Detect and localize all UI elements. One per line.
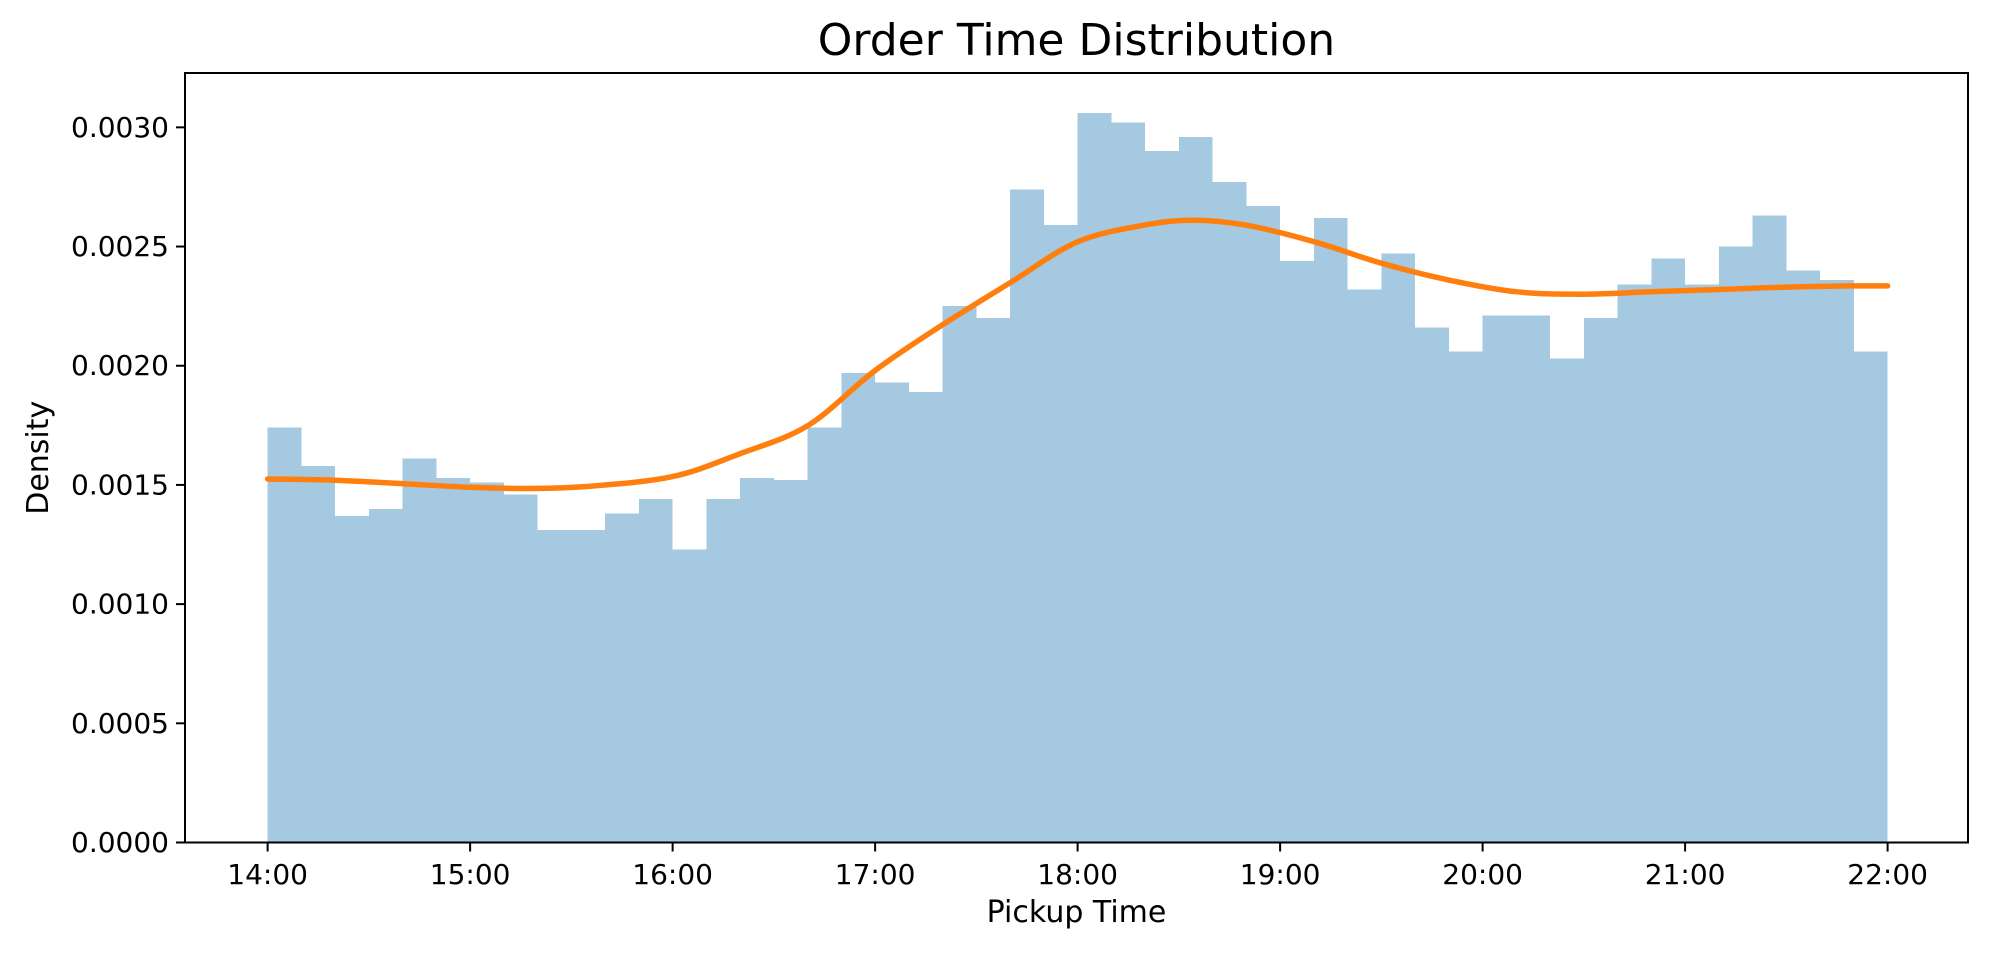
histogram-bar xyxy=(976,318,1011,843)
histogram-bar xyxy=(638,499,673,843)
y-axis: 0.0000 0.0005 0.0010 0.0015 0.0020 0.0025 0.00… xyxy=(71,111,185,859)
x-tick-label: 21:00 xyxy=(1645,858,1726,891)
histogram-bar xyxy=(908,391,943,843)
histogram-bar xyxy=(605,513,639,843)
histogram-series xyxy=(267,113,1888,843)
y-tick-label: 0.0010 xyxy=(71,588,169,621)
x-tick-label: 14:00 xyxy=(227,858,308,891)
histogram-bar xyxy=(1280,260,1314,843)
chart-title: Order Time Distribution xyxy=(818,15,1335,66)
histogram-bar xyxy=(942,306,977,843)
histogram-bar xyxy=(1415,327,1449,843)
axes-frame xyxy=(184,72,1969,844)
histogram-bar xyxy=(672,549,707,843)
y-tick-label: 0.0005 xyxy=(71,707,169,740)
histogram-bar xyxy=(571,530,606,843)
histogram-bar xyxy=(368,508,403,843)
histogram-bar xyxy=(740,477,774,843)
y-tick-label: 0.0000 xyxy=(71,826,169,859)
y-tick-label: 0.0015 xyxy=(71,468,169,501)
histogram-bar xyxy=(402,458,437,843)
y-axis-label: Density xyxy=(21,401,56,515)
y-tick-label: 0.0025 xyxy=(71,230,169,263)
histogram-bar xyxy=(470,482,504,843)
histogram-bar xyxy=(1313,217,1348,843)
histogram-bar xyxy=(335,515,369,843)
histogram-bar xyxy=(1583,318,1618,843)
x-axis: 14:00 15:00 16:00 17:00 18:00 19:00 20:00 21:00… xyxy=(227,842,1928,891)
histogram-bar xyxy=(1010,189,1044,843)
histogram-bar xyxy=(1077,113,1112,843)
histogram-bar xyxy=(1718,246,1753,843)
histogram-bar xyxy=(1448,351,1483,843)
histogram-bar xyxy=(537,530,572,843)
histogram-bar xyxy=(1685,284,1719,843)
y-tick-label: 0.0020 xyxy=(71,349,169,382)
histogram-bar xyxy=(436,477,471,843)
x-axis-label: Pickup Time xyxy=(987,895,1167,930)
histogram-bar xyxy=(1617,284,1652,843)
histogram-bar xyxy=(1246,206,1281,843)
histogram-bar xyxy=(1145,151,1179,843)
histogram-bar xyxy=(1043,225,1078,843)
histogram-bar xyxy=(773,480,808,843)
x-tick-label: 22:00 xyxy=(1847,858,1928,891)
kde-line xyxy=(264,217,1891,492)
histogram-bar xyxy=(841,372,876,843)
histogram-bar xyxy=(1482,315,1517,843)
histogram-bar xyxy=(1381,253,1416,843)
histogram-bar xyxy=(503,494,538,843)
y-tick-label: 0.0030 xyxy=(71,111,169,144)
histogram-bar xyxy=(301,465,336,843)
histogram-bar xyxy=(1820,279,1854,843)
x-tick-label: 18:00 xyxy=(1037,858,1118,891)
histogram-bar xyxy=(1752,215,1787,843)
x-tick-label: 15:00 xyxy=(430,858,511,891)
histogram-bar xyxy=(1786,270,1821,843)
histogram-bar xyxy=(1516,315,1551,843)
x-tick-label: 19:00 xyxy=(1240,858,1321,891)
histogram-bar xyxy=(1853,351,1888,843)
histogram-bar xyxy=(706,499,741,843)
histogram-bar xyxy=(1347,289,1382,843)
histogram-bar xyxy=(875,382,909,843)
histogram-bar xyxy=(1111,122,1146,843)
histogram-bar xyxy=(1212,182,1247,843)
x-tick-label: 17:00 xyxy=(835,858,916,891)
histogram-bar xyxy=(1651,258,1686,843)
histogram-bar xyxy=(1550,358,1584,843)
histogram-bar xyxy=(1178,136,1213,843)
histogram-bar xyxy=(807,427,842,843)
x-tick-label: 16:00 xyxy=(632,858,713,891)
x-tick-label: 20:00 xyxy=(1442,858,1523,891)
histogram-bar xyxy=(267,427,302,843)
